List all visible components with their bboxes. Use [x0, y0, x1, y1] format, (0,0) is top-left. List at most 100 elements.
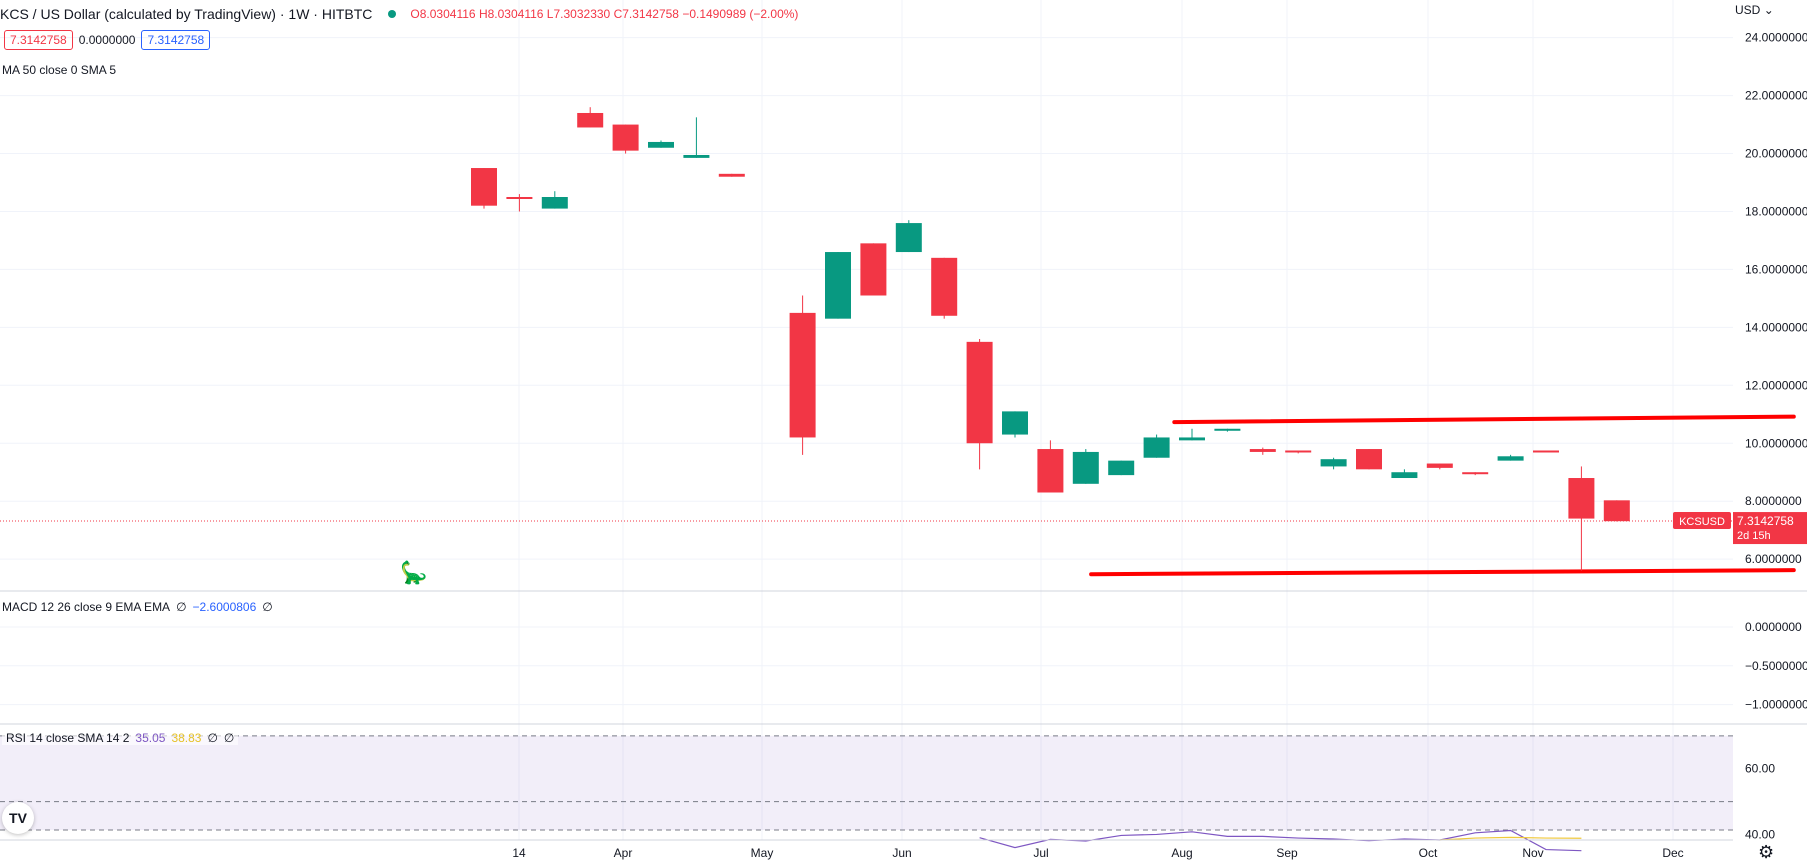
trendline: [1172, 414, 1796, 425]
spread-value: 0.0000000: [78, 33, 136, 47]
candle-body: [1497, 456, 1524, 461]
candle-body: [612, 124, 639, 151]
time-tick-label: Jun: [892, 846, 911, 860]
candle-body: [1143, 437, 1170, 458]
candle-body: [1179, 437, 1205, 441]
candle-body: [1568, 478, 1595, 519]
candle-body: [789, 312, 816, 438]
price-tick-label: 20.0000000: [1745, 147, 1807, 161]
macd-legend[interactable]: MACD 12 26 close 9 EMA EMA ∅ −2.6000806 …: [2, 600, 273, 614]
price-tag-symbol: KCSUSD: [1679, 516, 1725, 528]
macd-empty-2: ∅: [262, 600, 273, 614]
price-tick-label: 14.0000000: [1745, 320, 1807, 334]
candle-body: [718, 173, 745, 177]
symbol-title[interactable]: KCS / US Dollar (calculated by TradingVi…: [0, 6, 373, 22]
high-value: 8.0304116: [487, 7, 544, 21]
rsi-tick-label: 40.00: [1745, 827, 1775, 841]
candle-body: [1214, 428, 1241, 431]
price-tag-price: 7.3142758: [1737, 514, 1794, 528]
price-tag-symbol-box: [1673, 512, 1731, 530]
candle-body: [825, 252, 851, 319]
macd-empty-1: ∅: [176, 600, 187, 614]
change-value: −0.1490989 (−2.00%): [682, 7, 799, 21]
open-value: 8.0304116: [419, 7, 476, 21]
ma-legend[interactable]: MA 50 close 0 SMA 5: [2, 63, 117, 77]
trendlines[interactable]: [1089, 414, 1796, 577]
time-tick-label: Aug: [1171, 846, 1192, 860]
price-tag[interactable]: KCSUSD 7.3142758 2d 15h: [1673, 512, 1807, 545]
rsi-tick-label: 60.00: [1745, 762, 1775, 776]
candle-body: [1426, 463, 1453, 468]
candle-body: [1603, 500, 1630, 522]
price-tick-label: 16.0000000: [1745, 262, 1807, 276]
candle-body: [683, 154, 710, 158]
candle-body: [471, 168, 497, 206]
candle-body: [966, 341, 993, 444]
tradingview-logo-icon[interactable]: TV: [2, 802, 34, 834]
price-tick-label: 18.0000000: [1745, 204, 1807, 218]
gear-icon[interactable]: ⚙: [1758, 842, 1775, 862]
time-tick-label: 14: [512, 846, 526, 860]
dinosaur-icon: 🦕: [400, 560, 428, 585]
candle-body: [895, 223, 922, 253]
ohlc-values: O8.0304116 H8.0304116 L7.3032330 C7.3142…: [410, 7, 799, 21]
price-tick-label: 24.0000000: [1745, 31, 1807, 45]
candle-body: [931, 257, 958, 316]
currency-label: USD: [1735, 3, 1761, 17]
macd-tick-label: 0.0000000: [1745, 620, 1802, 634]
candle-body: [860, 243, 887, 296]
price-boxes: 7.3142758 0.0000000 7.3142758: [4, 30, 216, 50]
rsi-line: [979, 829, 1582, 852]
rsi-lines: [979, 829, 1582, 852]
candle-body: [1533, 450, 1559, 453]
rsi-value: 35.05: [135, 731, 166, 745]
rsi-band: [0, 735, 1733, 830]
candle-body: [1391, 472, 1418, 479]
macd-tick-label: −1.0000000: [1745, 698, 1807, 712]
candle-body: [1356, 449, 1382, 470]
price-tick-label: 10.0000000: [1745, 436, 1807, 450]
time-tick-label: Oct: [1419, 846, 1438, 860]
rsi-sma-value: 38.83: [171, 731, 202, 745]
time-tick-label: Nov: [1522, 846, 1543, 860]
time-tick-label: Jul: [1033, 846, 1048, 860]
candle-body: [1249, 449, 1276, 452]
low-value: 7.3032330: [553, 7, 611, 21]
price-tick-label: 8.0000000: [1745, 494, 1802, 508]
macd-tick-label: −0.5000000: [1745, 659, 1807, 673]
header-legend: KCS / US Dollar (calculated by TradingVi…: [0, 6, 798, 22]
candle-body: [541, 197, 568, 209]
price-tag-box: [1733, 512, 1807, 545]
candle-body: [648, 141, 674, 148]
candle-body: [1072, 451, 1099, 484]
sell-price-box[interactable]: 7.3142758: [4, 30, 73, 50]
buy-price-box[interactable]: 7.3142758: [141, 30, 211, 50]
price-tick-label: 6.0000000: [1745, 552, 1802, 566]
rsi-legend[interactable]: RSI 14 close SMA 14 2 35.05 38.83 ∅ ∅: [2, 731, 239, 745]
candle-body: [1320, 459, 1347, 467]
candle-body: [1108, 460, 1135, 476]
price-tick-label: 12.0000000: [1745, 378, 1807, 392]
rsi-label: RSI 14 close SMA 14 2: [6, 731, 130, 745]
price-tag-countdown: 2d 15h: [1737, 530, 1771, 542]
time-tick-label: May: [751, 846, 774, 860]
time-tick-label: Apr: [614, 846, 633, 860]
rsi-background: [0, 735, 1733, 831]
rsi-empty-2: ∅: [223, 731, 235, 745]
rsi-empty-1: ∅: [207, 731, 218, 745]
macd-value: −2.6000806: [192, 600, 257, 614]
candle-body: [577, 112, 604, 128]
time-tick-label: Dec: [1662, 846, 1683, 860]
time-tick-label: Sep: [1276, 846, 1298, 860]
price-tick-label: 22.0000000: [1745, 89, 1807, 103]
candle-body: [1462, 472, 1489, 475]
axes: 24.0000000 22.0000000 20.0000000 18.0000000…: [0, 31, 1807, 860]
grid-lines: [0, 0, 1733, 840]
candles[interactable]: [0, 107, 1733, 571]
currency-selector[interactable]: USD ⌄: [1735, 3, 1774, 17]
macd-label: MACD 12 26 close 9 EMA EMA: [2, 600, 171, 614]
market-status-icon: [388, 10, 397, 18]
candle-body: [1002, 411, 1028, 435]
candle-body: [506, 197, 533, 199]
